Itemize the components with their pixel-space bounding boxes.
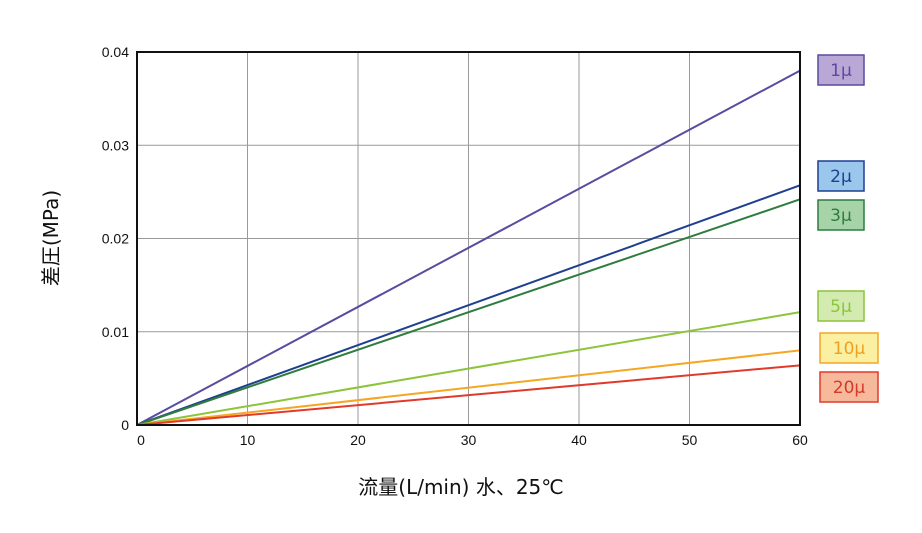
legend-label: 10μ (833, 339, 866, 359)
y-tick-label: 0.01 (102, 324, 129, 340)
legend: 1μ 2μ 3μ 5μ 10μ 20μ (817, 54, 879, 403)
legend-label: 1μ (830, 61, 852, 81)
legend-label: 5μ (830, 297, 852, 317)
x-tick-label: 10 (240, 432, 256, 448)
legend-swatch (819, 332, 879, 364)
legend-item: 1μ (817, 54, 865, 86)
legend-swatch (817, 54, 865, 86)
series-line (136, 349, 801, 426)
legend-item: 5μ (817, 290, 865, 322)
legend-item: 10μ (819, 332, 879, 364)
legend-item: 2μ (817, 160, 865, 192)
legend-swatch (817, 160, 865, 192)
y-tick-label: 0.04 (102, 44, 129, 60)
legend-item: 20μ (819, 371, 879, 403)
series-line (136, 69, 801, 426)
y-tick-label: 0.02 (102, 231, 129, 247)
y-axis-ticks: 0 0.01 0.02 0.03 0.04 (102, 44, 129, 433)
series-lines (136, 69, 801, 426)
grid (137, 52, 800, 425)
y-tick-label: 0 (121, 417, 129, 433)
x-tick-label: 40 (571, 432, 587, 448)
x-tick-label: 60 (792, 432, 808, 448)
y-axis-title: 差圧(MPa) (39, 190, 63, 286)
x-axis-title: 流量(L/min) 水、25℃ (358, 475, 563, 499)
x-tick-label: 20 (350, 432, 366, 448)
series-line (136, 311, 801, 426)
legend-label: 20μ (833, 378, 866, 398)
legend-swatch (817, 290, 865, 322)
series-line (136, 184, 801, 426)
legend-item: 3μ (817, 199, 865, 231)
x-axis-ticks: 0 10 20 30 40 50 60 (137, 432, 808, 448)
x-tick-label: 30 (461, 432, 477, 448)
series-line (136, 364, 801, 426)
plot-frame (136, 51, 801, 426)
legend-label: 2μ (830, 167, 852, 187)
legend-swatch (817, 199, 865, 231)
series-line (136, 198, 801, 426)
x-tick-label: 50 (682, 432, 698, 448)
legend-label: 3μ (830, 206, 852, 226)
legend-swatch (819, 371, 879, 403)
y-tick-label: 0.03 (102, 137, 129, 153)
x-tick-label: 0 (137, 432, 145, 448)
